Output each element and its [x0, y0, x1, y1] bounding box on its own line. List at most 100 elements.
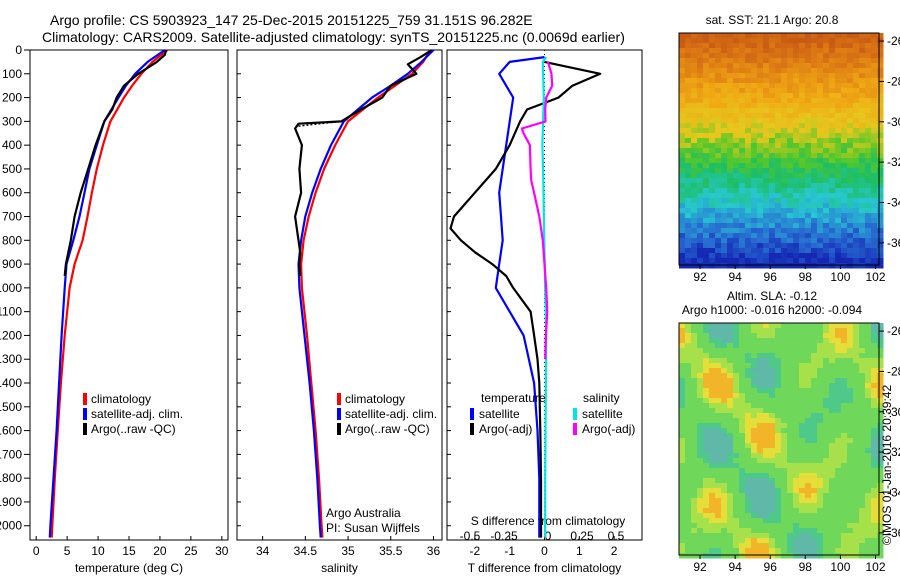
depth-tick-label: 100	[2, 67, 22, 81]
depth-tick-label: 900	[2, 257, 22, 271]
x-axis-label: temperature (deg C)	[75, 561, 183, 575]
map-y-tick-label: -30	[887, 405, 900, 419]
map-y-tick-label: -32	[887, 155, 900, 169]
map-y-tick-label: -32	[887, 445, 900, 459]
map-x-tick-label: 98	[799, 270, 813, 284]
x-tick-label: 35.5	[379, 544, 403, 558]
map-y-tick-label: -36	[887, 236, 900, 250]
series-line-satellite-adj-clim-	[48, 49, 166, 538]
x-tick-label: 34.5	[294, 544, 318, 558]
s-diff-axis-label: S difference from climatology	[471, 514, 626, 528]
map-x-tick-label: 92	[693, 560, 707, 574]
map-y-tick-label: -34	[887, 485, 900, 499]
x-tick-label: 25	[184, 544, 198, 558]
series-line-climatology	[50, 49, 169, 538]
legend-label: satellite-adj. clim.	[345, 407, 437, 421]
s-diff-tick-label: 0.5	[608, 529, 625, 543]
depth-tick-label: 600	[2, 186, 22, 200]
x-tick-label: 34	[256, 544, 270, 558]
panel-frame-temperature	[29, 49, 229, 541]
map-y-tick-label: -30	[887, 115, 900, 129]
x-tick-label: -2	[470, 544, 481, 558]
depth-tick-label: 2000	[0, 519, 22, 533]
series-line-argo-raw-qc-	[63, 49, 168, 277]
legend-label: climatology	[91, 392, 151, 406]
figure-title-line1: Argo profile: CS 5903923_147 25-Dec-2015…	[50, 12, 533, 28]
legend-swatch	[337, 393, 341, 405]
s-diff-tick-label: -0.25	[490, 529, 518, 543]
map-frame	[678, 32, 880, 266]
legend-label: satellite-adj. clim.	[91, 407, 183, 421]
series-line-argo-raw-qc-	[294, 49, 433, 277]
legend-title-salinity: salinity	[583, 391, 620, 405]
depth-tick-label: 700	[2, 210, 22, 224]
legend-swatch	[83, 393, 87, 405]
map-y-tick-label: -36	[887, 526, 900, 540]
map-map-sla-cells	[679, 323, 884, 559]
depth-tick-label: 500	[2, 162, 22, 176]
map-x-tick-label: 94	[728, 560, 742, 574]
map-x-tick-label: 96	[764, 560, 778, 574]
x-tick-label: 36	[427, 544, 441, 558]
legend-swatch	[337, 423, 341, 435]
x-axis-label: T difference from climatology	[468, 561, 622, 575]
depth-tick-label: 200	[2, 91, 22, 105]
legend-label: climatology	[345, 392, 405, 406]
map-x-tick-label: 92	[693, 270, 707, 284]
map-sla-subtitle: Argo h1000: -0.016 h2000: -0.094	[682, 303, 862, 317]
argo-salinity-gap-line	[298, 120, 342, 127]
legend-swatch	[573, 408, 577, 420]
legend-label: satellite	[479, 407, 520, 421]
x-axis-label: salinity	[321, 561, 358, 575]
x-tick-label: 30	[215, 544, 229, 558]
map-map-sst-cells	[679, 33, 884, 269]
s-diff-tick-label: 0	[545, 529, 552, 543]
map-y-tick-label: -34	[887, 195, 900, 209]
map-frame	[678, 322, 880, 556]
copyright-text: ©IMOS 01-Jan-2016 20:39:42	[880, 385, 894, 546]
legend-swatch	[470, 423, 474, 435]
map-y-tick-label: -28	[887, 364, 900, 378]
series-line-s-argo-adj-	[520, 61, 554, 360]
map-x-tick-label: 100	[830, 270, 850, 284]
legend-label: Argo(-adj)	[479, 422, 532, 436]
map-sla-title: Altim. SLA: -0.12	[727, 289, 817, 303]
map-x-tick-label: 96	[764, 270, 778, 284]
legend-label: Argo(-adj)	[582, 422, 635, 436]
x-tick-label: 5	[64, 544, 71, 558]
x-tick-label: 0	[541, 544, 548, 558]
s-diff-tick-label: 0.25	[570, 529, 594, 543]
map-y-tick-label: -26	[887, 34, 900, 48]
legend-swatch	[337, 408, 341, 420]
map-x-tick-label: 102	[865, 270, 885, 284]
depth-tick-label: 1700	[0, 447, 22, 461]
depth-tick-label: 1100	[0, 305, 22, 319]
x-tick-label: 20	[153, 544, 167, 558]
x-tick-label: 10	[91, 544, 105, 558]
figure-title-line2: Climatology: CARS2009. Satellite-adjuste…	[42, 29, 625, 45]
series-line-t-satellite	[494, 56, 545, 538]
s-diff-tick-label: -0.5	[460, 529, 481, 543]
x-tick-label: 35	[341, 544, 355, 558]
map-sst-title: sat. SST: 21.1 Argo: 20.8	[706, 13, 839, 27]
credit-note: PI: Susan Wijffels	[326, 521, 420, 535]
series-line-climatology	[300, 49, 431, 538]
x-tick-label: 15	[122, 544, 136, 558]
legend-swatch	[573, 423, 577, 435]
x-tick-label: 2	[611, 544, 618, 558]
depth-tick-label: 1600	[0, 424, 22, 438]
x-tick-label: 1	[576, 544, 583, 558]
depth-tick-label: 800	[2, 233, 22, 247]
legend-label: satellite	[582, 407, 623, 421]
series-line-t-argo-adj-	[449, 60, 602, 538]
depth-tick-label: 400	[2, 138, 22, 152]
map-x-tick-label: 100	[830, 560, 850, 574]
legend-label: Argo(..raw -QC)	[345, 422, 430, 436]
depth-tick-label: 1300	[0, 352, 22, 366]
legend-label: Argo(..raw -QC)	[91, 422, 176, 436]
series-line-s-satellite	[541, 56, 548, 538]
map-y-tick-label: -26	[887, 324, 900, 338]
map-x-tick-label: 102	[865, 560, 885, 574]
